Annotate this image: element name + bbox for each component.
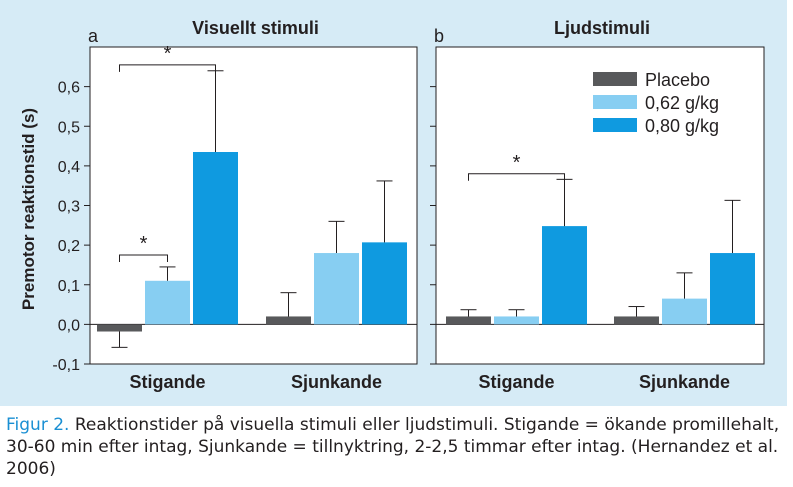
- y-axis-label: Premotor reaktionstid (s): [19, 108, 38, 310]
- panel-letter-b: b: [434, 26, 444, 46]
- bar-a-stigande-s1: [145, 280, 190, 325]
- category-label-a-0: Stigande: [129, 372, 205, 392]
- significance-star-a-1: *: [164, 43, 172, 65]
- legend-swatch-1: [593, 95, 637, 109]
- bar-a-sjunkande-s0: [266, 316, 311, 325]
- legend-label-2: 0,80 g/kg: [645, 116, 719, 136]
- bar-b-stigande-s0: [446, 316, 491, 325]
- caption-text: Reaktionstider på visuella stimuli eller…: [6, 415, 780, 479]
- significance-star-a-0: *: [140, 233, 148, 255]
- bar-b-sjunkande-s0: [614, 316, 659, 325]
- legend-label-1: 0,62 g/kg: [645, 93, 719, 113]
- bar-a-sjunkande-s2: [362, 242, 407, 325]
- category-label-b-0: Stigande: [478, 372, 554, 392]
- figure-caption: Figur 2. Reaktionstider på visuella stim…: [6, 414, 786, 480]
- bar-chart: Visuellt stimuli a Stigande Sjunkande * * -0,1…: [19, 18, 765, 392]
- y-tick-label-3: 0,2: [58, 238, 80, 255]
- category-label-b-1: Sjunkande: [639, 372, 730, 392]
- y-tick-label-1: 0,0: [58, 317, 80, 334]
- bar-a-sjunkande-s1: [314, 253, 359, 325]
- y-tick-label-0: -0,1: [52, 357, 80, 374]
- y-tick-label-6: 0,5: [58, 119, 80, 136]
- y-tick-label-4: 0,3: [58, 199, 80, 216]
- legend-label-0: Placebo: [645, 70, 710, 90]
- legend-swatch-2: [593, 118, 637, 132]
- significance-star-b-0: *: [513, 152, 521, 174]
- significance-bracket-a-0: [119, 254, 168, 263]
- bar-a-stigande-s0: [97, 324, 142, 332]
- caption-label: Figur 2.: [6, 415, 70, 435]
- bar-b-stigande-s2: [542, 226, 587, 325]
- legend-swatch-0: [593, 72, 637, 86]
- category-label-a-1: Sjunkande: [291, 372, 382, 392]
- y-tick-label-5: 0,4: [58, 159, 80, 176]
- panel-letter-a: a: [88, 26, 99, 46]
- bar-a-stigande-s2: [193, 152, 238, 325]
- y-tick-label-2: 0,1: [58, 278, 80, 295]
- bar-b-stigande-s1: [494, 316, 539, 325]
- panel-title-b: Ljudstimuli: [554, 18, 650, 38]
- y-tick-label-7: 0,6: [58, 80, 80, 97]
- significance-bracket-b-0: [468, 173, 565, 181]
- significance-bracket-a-1: [119, 64, 216, 72]
- bar-b-sjunkande-s1: [662, 298, 707, 325]
- panel-title-a: Visuellt stimuli: [192, 18, 319, 38]
- bar-b-sjunkande-s2: [710, 253, 755, 325]
